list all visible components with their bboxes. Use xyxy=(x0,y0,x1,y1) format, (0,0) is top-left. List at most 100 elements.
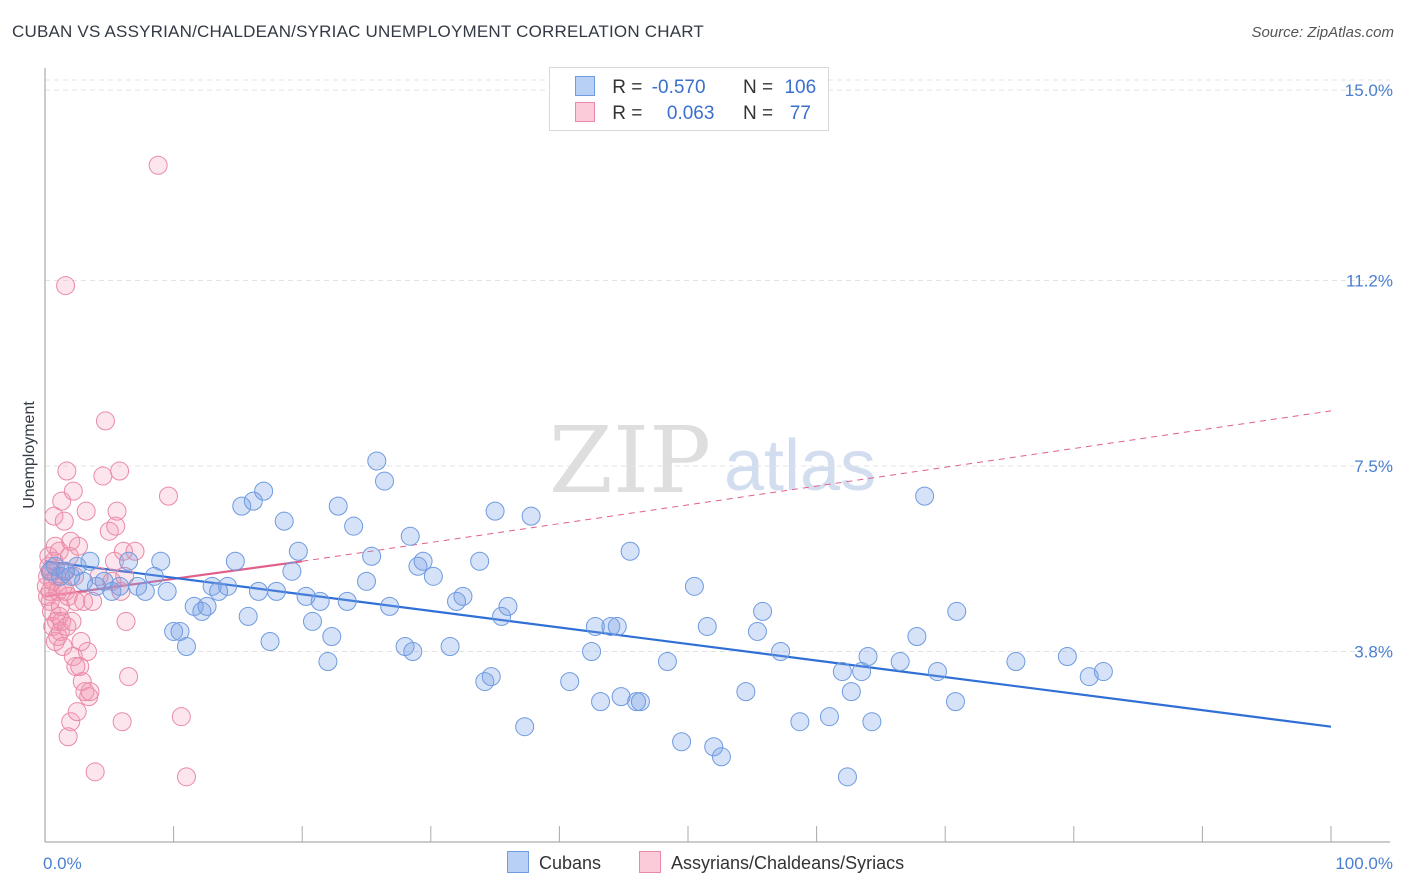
data-point-assyrians xyxy=(112,712,132,732)
legend-n-label: N = xyxy=(742,103,774,124)
data-point-cubans xyxy=(1057,647,1077,667)
data-point-cubans xyxy=(202,576,222,596)
data-point-cubans xyxy=(344,516,364,536)
data-point-assyrians xyxy=(125,541,145,561)
bottom-legend-label-assyrians: Assyrians/Chaldeans/Syriacs xyxy=(671,853,905,873)
legend-r-label: R = xyxy=(612,77,643,98)
data-point-cubans xyxy=(296,586,316,606)
legend-r-value: 0.063 xyxy=(666,103,715,124)
data-point-assyrians xyxy=(119,667,139,687)
data-point-cubans xyxy=(110,576,130,596)
data-point-cubans xyxy=(164,621,184,641)
data-point-assyrians xyxy=(110,461,130,481)
data-point-cubans xyxy=(1093,662,1113,682)
data-point-assyrians xyxy=(66,591,86,611)
data-point-cubans xyxy=(243,491,263,511)
data-point-cubans xyxy=(1079,667,1099,687)
legend-n-value: 106 xyxy=(784,77,817,98)
data-point-assyrians xyxy=(54,511,74,531)
data-point-cubans xyxy=(837,767,857,787)
data-point-cubans xyxy=(790,712,810,732)
data-point-cubans xyxy=(362,546,382,566)
legend-r-value: -0.570 xyxy=(651,77,706,98)
data-point-assyrians xyxy=(44,506,64,526)
data-point-cubans xyxy=(282,561,302,581)
tick-labels: 3.8% 7.5% 11.2% 15.0% 0.0% 100.0% xyxy=(43,81,1393,873)
data-point-cubans xyxy=(832,662,852,682)
data-point-cubans xyxy=(630,692,650,712)
data-point-assyrians xyxy=(106,516,126,536)
data-point-cubans xyxy=(400,526,420,546)
data-point-cubans xyxy=(380,596,400,616)
data-point-assyrians xyxy=(52,611,72,631)
data-point-assyrians xyxy=(171,707,191,727)
data-point-cubans xyxy=(747,621,767,641)
data-point-assyrians xyxy=(63,481,83,501)
data-point-cubans xyxy=(841,682,861,702)
data-point-assyrians xyxy=(57,616,77,636)
data-point-cubans xyxy=(357,571,376,591)
data-point-assyrians xyxy=(70,657,90,677)
data-point-assyrians xyxy=(62,611,82,631)
data-point-cubans xyxy=(582,642,602,662)
data-point-assyrians xyxy=(36,576,56,596)
data-point-assyrians xyxy=(56,276,76,296)
data-point-cubans xyxy=(447,591,467,611)
bottom-legend-label-cubans: Cubans xyxy=(539,853,602,873)
data-point-cubans xyxy=(515,717,535,737)
data-point-cubans xyxy=(620,541,640,561)
data-point-cubans xyxy=(238,606,258,626)
data-point-cubans xyxy=(403,642,423,662)
data-point-assyrians xyxy=(61,712,81,732)
y-tick-label: 7.5% xyxy=(1354,457,1393,476)
data-point-cubans xyxy=(288,541,308,561)
data-point-cubans xyxy=(440,636,460,656)
source-credit: Source: ZipAtlas.com xyxy=(1251,24,1394,41)
data-point-cubans xyxy=(302,611,322,631)
data-point-cubans xyxy=(40,561,60,581)
data-point-cubans xyxy=(907,626,927,646)
data-point-cubans xyxy=(470,551,490,571)
bottom-legend-cubans[interactable]: Cubans xyxy=(507,851,601,874)
data-point-assyrians xyxy=(83,591,103,611)
data-point-assyrians xyxy=(107,501,127,521)
legend-n-label: N = xyxy=(742,77,774,98)
data-point-cubans xyxy=(858,647,878,667)
data-point-cubans xyxy=(413,551,433,571)
data-point-assyrians xyxy=(80,682,100,702)
data-point-assyrians xyxy=(58,727,78,747)
data-point-assyrians xyxy=(176,767,196,787)
data-point-cubans xyxy=(862,712,882,732)
data-point-assyrians xyxy=(45,536,65,556)
bottom-legend-swatch-assyrians xyxy=(639,851,661,873)
data-point-cubans xyxy=(485,501,505,521)
data-point-cubans xyxy=(266,581,286,601)
data-point-assyrians xyxy=(50,596,70,616)
data-point-assyrians xyxy=(93,466,113,486)
data-point-cubans xyxy=(521,506,541,526)
data-point-cubans xyxy=(367,451,387,471)
data-point-cubans xyxy=(927,662,947,682)
data-point-cubans xyxy=(248,581,268,601)
data-point-assyrians xyxy=(85,762,105,782)
data-point-cubans xyxy=(1006,652,1026,672)
watermark-zip: ZIP xyxy=(549,407,711,514)
data-point-cubans xyxy=(318,652,338,672)
data-point-cubans xyxy=(890,652,910,672)
legend-row-assyrians: R = 0.063 N = 77 xyxy=(575,102,822,126)
bottom-legend-swatch-cubans xyxy=(507,851,529,873)
legend-r-label: R = xyxy=(612,103,643,124)
data-point-assyrians xyxy=(77,642,97,662)
data-point-cubans xyxy=(328,496,348,516)
data-point-assyrians xyxy=(53,636,73,656)
data-point-cubans xyxy=(225,551,245,571)
data-point-cubans xyxy=(197,596,217,616)
data-point-cubans xyxy=(945,692,965,712)
data-point-assyrians xyxy=(95,411,115,431)
data-point-cubans xyxy=(423,566,443,586)
data-point-assyrians xyxy=(40,591,60,611)
data-point-assyrians xyxy=(68,536,88,556)
data-point-assyrians xyxy=(113,541,133,561)
bottom-legend-assyrians[interactable]: Assyrians/Chaldeans/Syriacs xyxy=(639,851,904,874)
data-point-cubans xyxy=(408,556,428,576)
